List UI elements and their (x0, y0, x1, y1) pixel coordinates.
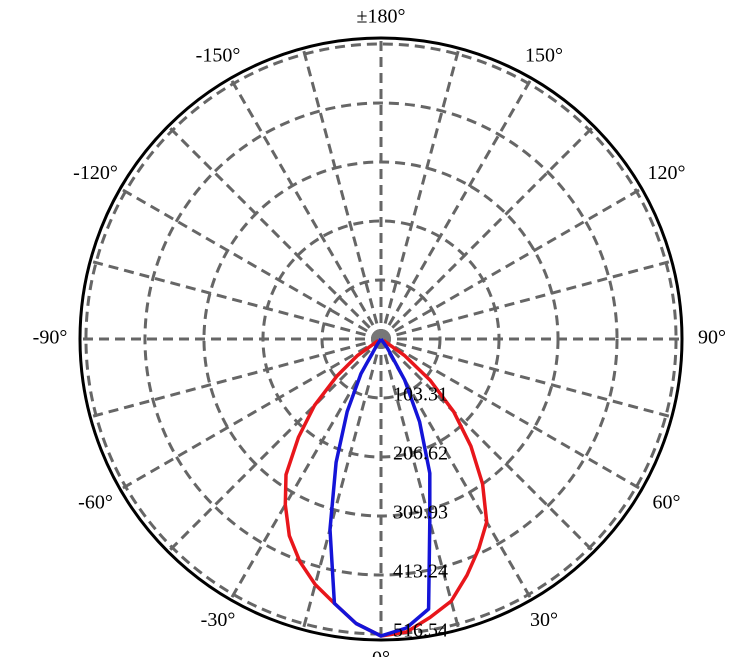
grid-spoke-minor (380, 259, 673, 341)
grid-spoke-minor (89, 259, 382, 341)
radial-label: 206.62 (393, 443, 448, 465)
grid-spoke (379, 77, 533, 340)
angle-label: 120° (647, 162, 685, 184)
grid-spoke-minor (167, 337, 383, 553)
angle-label: -150° (196, 44, 241, 66)
angle-label: 90° (698, 327, 726, 349)
grid-spoke (119, 337, 382, 491)
angle-label: 30° (530, 609, 558, 631)
grid-spoke-minor (379, 125, 595, 341)
grid-spoke-minor (379, 337, 595, 553)
grid-spoke-minor (89, 337, 382, 419)
grid-ring (143, 101, 619, 577)
grid-ring (320, 278, 442, 400)
angle-label: 150° (525, 44, 563, 66)
grid-spoke (229, 338, 383, 601)
radial-label: 309.93 (393, 502, 448, 524)
grid-spoke-minor (301, 338, 383, 631)
grid-spoke-minor (379, 47, 461, 340)
angle-label: 0° (372, 648, 390, 657)
outer-circle (78, 36, 684, 642)
angle-label: -60° (78, 491, 113, 513)
grid-spoke-minor (301, 47, 383, 340)
angle-label: 60° (652, 491, 680, 513)
angle-label: -30° (201, 609, 236, 631)
intensity-curve (283, 338, 489, 638)
radial-label: 516.54 (393, 620, 448, 642)
radial-label: 413.24 (393, 561, 448, 583)
grid-ring (202, 160, 560, 518)
grid-spoke-minor (380, 337, 673, 419)
grid-spoke-minor (379, 338, 461, 631)
grid-ring (261, 219, 501, 459)
angle-label: -90° (33, 327, 68, 349)
grid-spoke (380, 187, 643, 341)
radial-label: 103.31 (393, 384, 448, 406)
grid-spoke (380, 337, 643, 491)
angle-label: -120° (73, 162, 118, 184)
grid-spoke (119, 187, 382, 341)
grid-ring (84, 42, 678, 636)
grid-spoke-minor (167, 125, 383, 341)
intensity-curve (328, 337, 432, 638)
angle-label: ±180° (357, 6, 406, 28)
grid-spoke (229, 77, 383, 340)
